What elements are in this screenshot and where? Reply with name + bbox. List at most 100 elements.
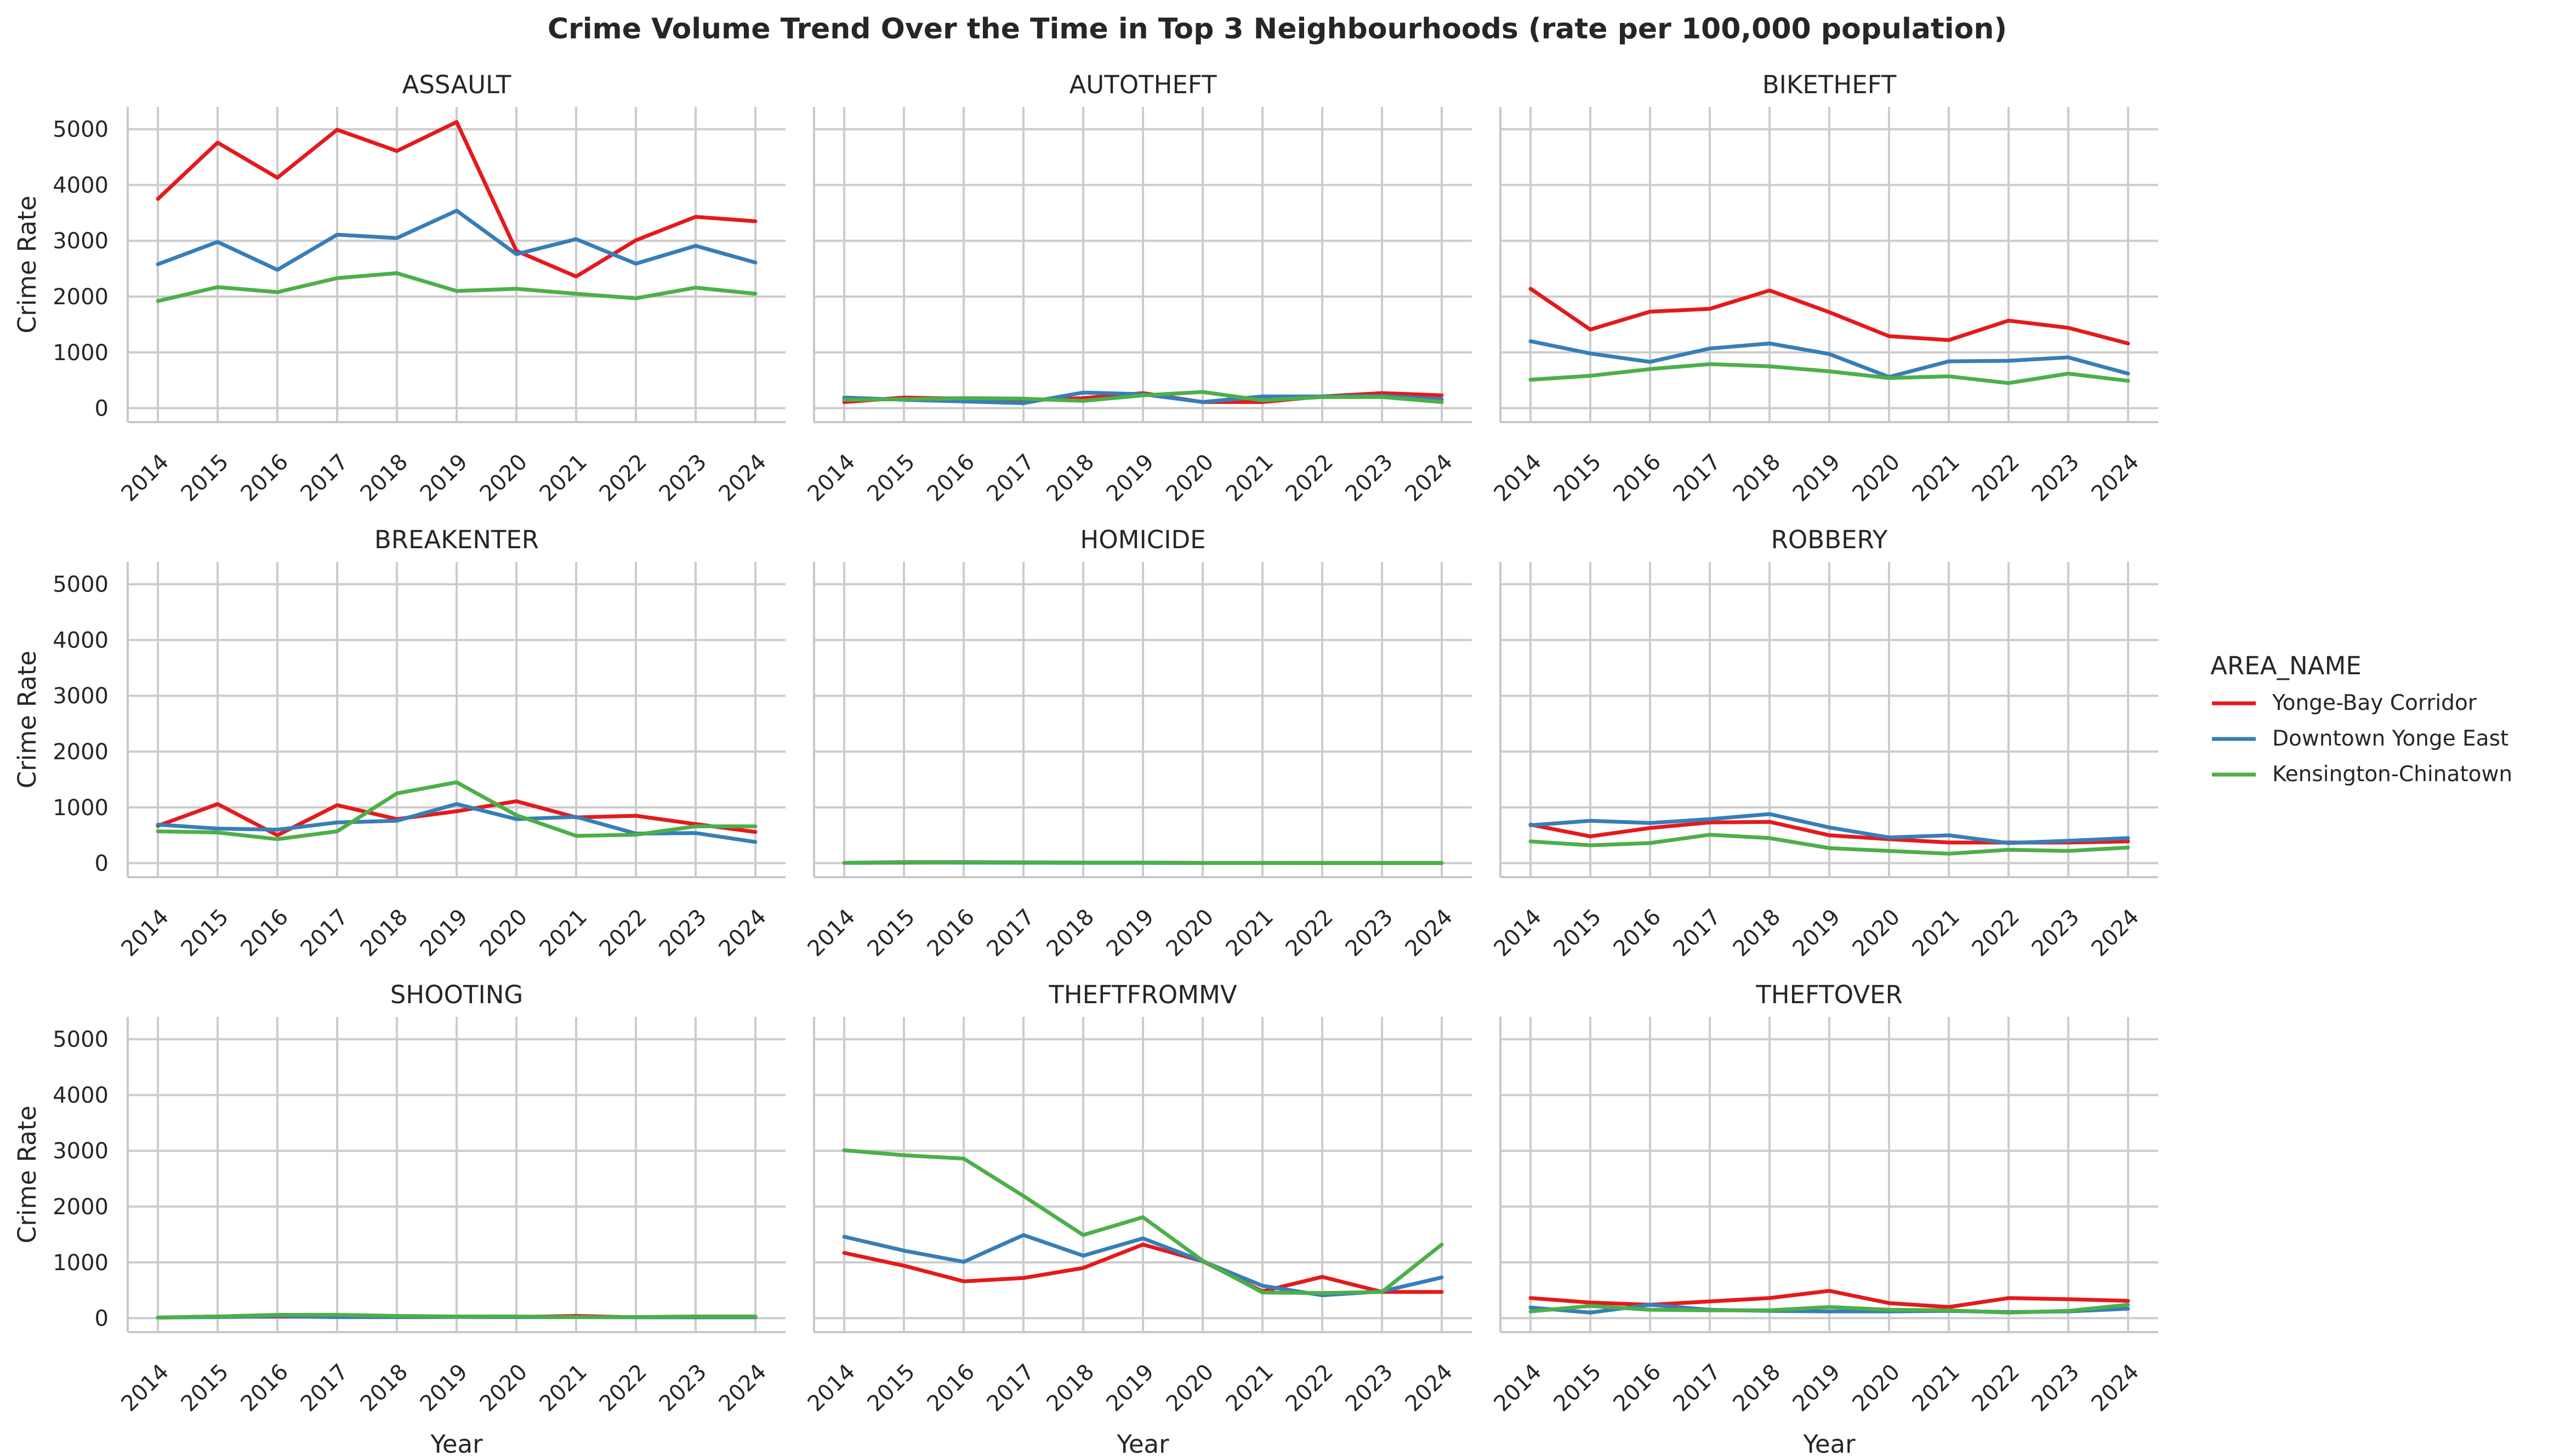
y-tick-label: 3000 <box>53 229 109 254</box>
x-tick-label: 2019 <box>1788 450 1846 507</box>
panel-title: AUTOTHEFT <box>1070 70 1217 99</box>
x-tick-label: 2024 <box>1401 450 1458 507</box>
panel-title: BIKETHEFT <box>1762 70 1897 99</box>
x-tick-label: 2017 <box>1669 1360 1726 1417</box>
x-tick-label: 2020 <box>475 905 533 962</box>
x-axis-label: Year <box>1116 1430 1169 1454</box>
series-line-yonge-bay-corridor <box>1528 287 2130 345</box>
x-tick-label: 2021 <box>1221 1360 1279 1417</box>
x-tick-label: 2021 <box>1221 450 1279 507</box>
x-tick-label: 2014 <box>803 905 861 962</box>
x-tick-label: 2015 <box>1549 1360 1607 1417</box>
x-tick-label: 2023 <box>1341 1360 1398 1417</box>
chart-title: Crime Volume Trend Over the Time in Top … <box>548 13 2007 46</box>
x-tick-label: 2016 <box>1609 1360 1666 1417</box>
x-tick-label: 2014 <box>117 905 174 962</box>
series-line-yonge-bay-corridor <box>156 120 758 278</box>
panel-title: HOMICIDE <box>1080 525 1205 554</box>
x-tick-label: 2019 <box>416 450 473 507</box>
panel-title: ASSAULT <box>402 70 511 99</box>
x-tick-label: 2021 <box>535 450 593 507</box>
legend: AREA_NAME Yonge-Bay Corridor Downtown Yong… <box>2210 651 2512 787</box>
y-tick-label: 2000 <box>53 1195 109 1220</box>
x-tick-label: 2015 <box>177 1360 234 1417</box>
x-tick-label: 2015 <box>177 905 234 962</box>
panel-title: ROBBERY <box>1771 525 1888 554</box>
x-tick-label: 2020 <box>1162 450 1219 507</box>
facet-panel-shooting: SHOOTING 0 1000 2000 3000 4000 5000 Crime Rate 2… <box>13 980 786 1456</box>
x-tick-label: 2016 <box>236 905 294 962</box>
x-tick-label: 2019 <box>416 905 473 962</box>
x-tick-label: 2017 <box>296 905 354 962</box>
x-tick-label: 2020 <box>1848 450 1905 507</box>
y-tick-label: 4000 <box>53 1083 109 1108</box>
series-line-kensington-chinatown <box>1528 362 2130 385</box>
series-line-yonge-bay-corridor <box>842 1242 1444 1294</box>
x-tick-label: 2018 <box>1728 1360 1786 1417</box>
x-tick-label: 2016 <box>236 450 294 507</box>
series-line-kensington-chinatown <box>1528 833 2130 856</box>
panel-title: BREAKENTER <box>374 525 539 554</box>
x-tick-label: 2014 <box>117 1360 174 1417</box>
x-tick-label: 2021 <box>1221 905 1279 962</box>
legend-entry: Yonge-Bay Corridor <box>2272 691 2477 715</box>
x-tick-label: 2017 <box>1669 905 1726 962</box>
panel-title: THEFTOVER <box>1755 980 1902 1009</box>
x-tick-label: 2018 <box>1728 450 1786 507</box>
y-tick-label: 2000 <box>53 285 109 310</box>
x-tick-label: 2023 <box>655 450 712 507</box>
x-tick-label: 2017 <box>1669 450 1726 507</box>
series-line-downtown-yonge-east <box>156 208 758 272</box>
y-tick-label: 3000 <box>53 684 109 709</box>
x-tick-label: 2014 <box>803 1360 861 1417</box>
x-tick-label: 2017 <box>296 1360 354 1417</box>
x-tick-label: 2019 <box>416 1360 473 1417</box>
series-line-yonge-bay-corridor <box>156 799 758 838</box>
x-tick-label: 2014 <box>1489 905 1547 962</box>
x-tick-label: 2016 <box>1609 905 1666 962</box>
legend-entry: Kensington-Chinatown <box>2272 762 2512 787</box>
series-line-kensington-chinatown <box>842 390 1444 404</box>
y-tick-label: 5000 <box>53 117 109 143</box>
x-tick-label: 2021 <box>1908 450 1965 507</box>
x-tick-label: 2021 <box>535 1360 593 1417</box>
facet-panels: ASSAULT 0 1000 2000 3000 4000 5000 Crime Rate 20… <box>13 70 2158 1456</box>
facet-panel-homicide: HOMICIDE 2014 2015 2016 2017 2018 2019 2020 2021… <box>803 525 1472 962</box>
y-axis-label: Crime Rate <box>13 651 42 788</box>
series-line-kensington-chinatown <box>156 1313 758 1320</box>
x-tick-label: 2022 <box>1281 1360 1339 1417</box>
y-axis-label: Crime Rate <box>13 1106 42 1243</box>
series-line-downtown-yonge-east <box>1528 812 2130 845</box>
x-tick-label: 2020 <box>475 1360 533 1417</box>
series-line-kensington-chinatown <box>842 860 1444 865</box>
x-tick-label: 2018 <box>1728 905 1786 962</box>
x-tick-label: 2014 <box>1489 1360 1547 1417</box>
x-tick-label: 2016 <box>923 905 980 962</box>
x-tick-label: 2023 <box>2027 1360 2085 1417</box>
x-tick-label: 2022 <box>595 905 652 962</box>
x-tick-label: 2023 <box>1341 450 1398 507</box>
panel-title: THEFTFROMMV <box>1048 980 1237 1009</box>
x-tick-label: 2016 <box>1609 450 1666 507</box>
x-tick-label: 2023 <box>2027 450 2085 507</box>
x-tick-label: 2024 <box>714 1360 772 1417</box>
y-tick-label: 4000 <box>53 173 109 198</box>
x-tick-label: 2023 <box>655 1360 712 1417</box>
x-tick-label: 2021 <box>1908 905 1965 962</box>
x-tick-label: 2018 <box>1042 905 1100 962</box>
x-tick-label: 2018 <box>356 1360 413 1417</box>
x-tick-label: 2016 <box>923 450 980 507</box>
y-tick-label: 1000 <box>53 340 109 366</box>
x-tick-label: 2023 <box>1341 905 1398 962</box>
y-tick-label: 4000 <box>53 628 109 653</box>
x-tick-label: 2021 <box>1908 1360 1965 1417</box>
x-tick-label: 2018 <box>356 905 413 962</box>
x-tick-label: 2017 <box>982 450 1040 507</box>
x-tick-label: 2020 <box>1162 905 1219 962</box>
series-line-kensington-chinatown <box>156 780 758 841</box>
x-tick-label: 2015 <box>863 1360 920 1417</box>
x-tick-label: 2024 <box>714 905 772 962</box>
